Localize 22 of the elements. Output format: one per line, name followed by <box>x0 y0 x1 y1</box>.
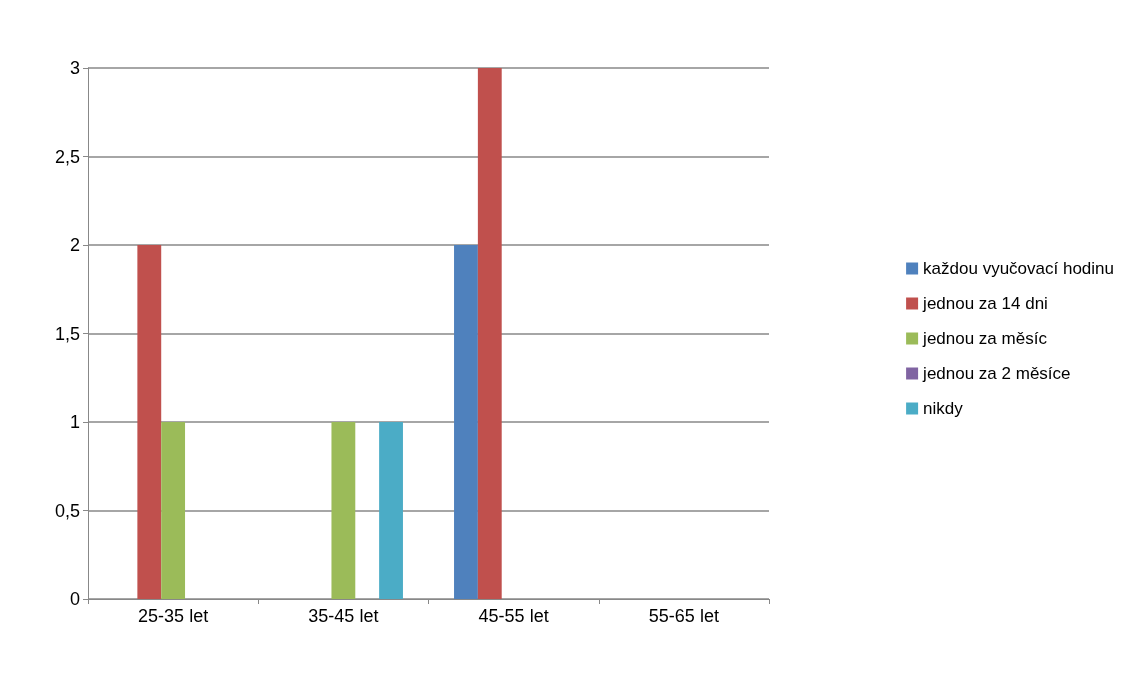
legend-label: nikdy <box>923 399 964 418</box>
legend-label: jednou za 14 dni <box>922 294 1048 313</box>
legend-label: jednou za měsíc <box>922 329 1048 348</box>
legend-label: jednou za 2 měsíce <box>922 364 1071 383</box>
bar <box>454 245 478 599</box>
bar <box>477 68 502 599</box>
y-tick-label: 0,5 <box>54 500 80 521</box>
x-tick-label: 55-65 let <box>648 606 719 626</box>
y-tick-label: 1 <box>69 412 80 432</box>
x-tick-label: 35-45 let <box>308 606 379 626</box>
x-tick-label: 45-55 let <box>478 606 549 626</box>
y-tick-label: 0 <box>69 589 80 609</box>
y-tick-label: 2,5 <box>54 146 80 167</box>
y-tick-label: 3 <box>69 58 80 78</box>
x-tick-label: 25-35 let <box>138 606 209 626</box>
bar <box>379 422 403 599</box>
legend-label: každou vyučovací hodinu <box>923 259 1114 278</box>
bar <box>161 422 186 599</box>
bar <box>331 422 356 599</box>
bar <box>137 245 162 599</box>
y-tick-label: 1,5 <box>54 323 80 344</box>
y-tick-label: 2 <box>69 235 80 255</box>
